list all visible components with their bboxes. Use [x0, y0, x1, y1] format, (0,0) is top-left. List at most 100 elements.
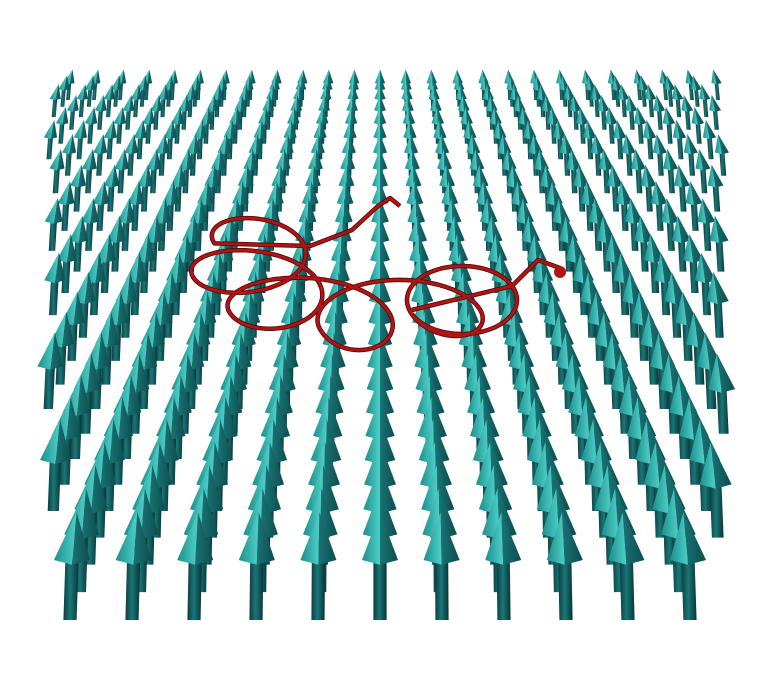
upward-arrow-icon [670, 512, 707, 620]
upward-arrow-icon [84, 75, 96, 107]
upward-arrow-icon [553, 119, 567, 160]
upward-arrow-icon [66, 94, 79, 130]
upward-arrow-icon [699, 84, 711, 118]
trajectory-end-marker [554, 266, 566, 278]
upward-arrow-icon [674, 164, 690, 212]
upward-arrow-icon [591, 84, 603, 118]
upward-arrow-icon [115, 512, 152, 620]
upward-arrow-icon [44, 252, 66, 316]
upward-arrow-icon [177, 512, 214, 620]
upward-arrow-icon [200, 106, 213, 144]
upward-arrow-icon [73, 119, 88, 160]
upward-arrow-icon [62, 133, 77, 176]
upward-arrow-icon [137, 164, 153, 212]
upward-arrow-icon [40, 419, 71, 511]
upward-arrow-icon [133, 119, 147, 160]
upward-arrow-icon [615, 180, 633, 231]
upward-arrow-icon [49, 84, 61, 118]
upward-arrow-icon [672, 215, 691, 272]
upward-arrow-icon [633, 106, 647, 144]
upward-arrow-icon [695, 148, 711, 194]
upward-arrow-icon [103, 164, 120, 212]
upward-arrow-icon [663, 148, 679, 194]
upward-arrow-icon [69, 215, 88, 272]
upward-arrow-icon [84, 106, 98, 144]
upward-arrow-icon [178, 148, 194, 194]
upward-arrow-icon [640, 164, 657, 212]
upward-arrow-icon [546, 512, 583, 620]
upward-arrow-icon [691, 106, 705, 144]
upward-arrow-icon [206, 94, 219, 130]
upward-arrow-icon [57, 180, 75, 231]
upward-arrow-icon [70, 164, 86, 212]
upward-arrow-icon [44, 197, 63, 251]
upward-arrow-icon [683, 233, 704, 294]
upward-arrow-icon [613, 119, 627, 160]
trajectory-group [188, 195, 566, 353]
upward-arrow-icon [122, 94, 135, 130]
upward-arrow-icon [607, 164, 623, 212]
upward-arrow-icon [170, 164, 187, 212]
upward-arrow-icon [661, 197, 679, 251]
upward-arrow-icon [238, 512, 275, 620]
upward-arrow-icon [708, 353, 736, 434]
upward-arrow-icon [178, 94, 191, 130]
upward-arrow-icon [621, 133, 636, 176]
upward-arrow-icon [37, 332, 64, 409]
upward-arrow-icon [652, 133, 667, 176]
upward-arrow-icon [171, 106, 184, 144]
upward-arrow-icon [485, 512, 522, 620]
upward-arrow-icon [711, 69, 722, 100]
spin-arrow-field [37, 69, 736, 620]
upward-arrow-icon [55, 106, 69, 144]
upward-arrow-icon [625, 94, 638, 130]
upward-arrow-icon [645, 84, 657, 118]
upward-arrow-icon [157, 84, 169, 118]
upward-arrow-icon [569, 94, 582, 130]
upward-arrow-icon [715, 133, 729, 176]
upward-arrow-icon [513, 94, 526, 130]
upward-arrow-icon [580, 180, 598, 231]
upward-arrow-icon [624, 197, 643, 251]
upward-arrow-icon [598, 148, 614, 194]
upward-arrow-icon [103, 119, 117, 160]
upward-arrow-icon [58, 75, 70, 107]
upward-arrow-icon [113, 106, 127, 144]
upward-arrow-icon [702, 119, 717, 160]
upward-arrow-icon [608, 512, 645, 620]
upward-arrow-icon [547, 106, 560, 144]
upward-arrow-icon [362, 512, 398, 620]
upward-arrow-icon [117, 197, 136, 251]
upward-arrow-icon [643, 119, 657, 160]
upward-arrow-icon [56, 233, 77, 294]
upward-arrow-icon [590, 133, 605, 176]
upward-arrow-icon [672, 84, 684, 118]
upward-arrow-icon [709, 215, 729, 272]
upward-arrow-icon [672, 119, 687, 160]
upward-arrow-icon [664, 75, 676, 107]
upward-arrow-icon [93, 133, 108, 176]
upward-arrow-icon [583, 119, 597, 160]
upward-arrow-icon [602, 332, 629, 409]
trajectory-curve [189, 196, 561, 352]
upward-arrow-icon [193, 119, 207, 160]
upward-arrow-icon [683, 133, 698, 176]
upward-arrow-icon [694, 252, 716, 316]
upward-arrow-icon [650, 180, 668, 231]
upward-arrow-icon [566, 148, 582, 194]
upward-arrow-icon [94, 94, 107, 130]
upward-arrow-icon [697, 197, 716, 251]
upward-arrow-icon [155, 133, 170, 176]
upward-arrow-icon [653, 94, 666, 130]
upward-arrow-icon [681, 94, 694, 130]
upward-arrow-icon [423, 512, 460, 620]
upward-arrow-icon [49, 148, 65, 194]
upward-arrow-icon [685, 180, 703, 231]
upward-arrow-icon [597, 94, 610, 130]
upward-arrow-icon [76, 84, 88, 118]
upward-arrow-icon [699, 441, 732, 538]
upward-arrow-icon [576, 106, 589, 144]
upward-arrow-icon [103, 84, 115, 118]
upward-arrow-icon [137, 75, 149, 107]
